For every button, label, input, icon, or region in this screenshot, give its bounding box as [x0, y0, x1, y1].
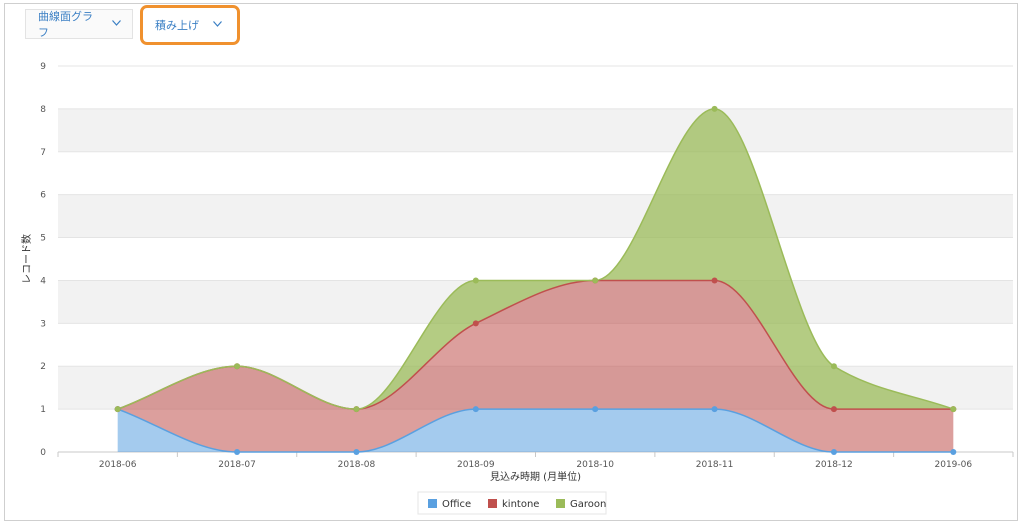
- legend-label-garoon: Garoon: [570, 499, 606, 510]
- point-kintone: [830, 406, 837, 413]
- y-tick-label: 5: [40, 234, 46, 244]
- x-tick-label: 2018-08: [338, 460, 376, 470]
- point-office: [234, 449, 241, 455]
- point-office: [472, 406, 479, 413]
- point-garoon: [950, 406, 957, 413]
- chevron-down-icon: [213, 21, 222, 29]
- point-garoon: [830, 363, 837, 370]
- point-garoon: [114, 406, 121, 413]
- x-tick-label: 2018-09: [457, 460, 495, 470]
- y-tick-label: 8: [40, 105, 46, 115]
- x-tick-label: 2018-11: [696, 460, 734, 470]
- point-garoon: [711, 105, 718, 112]
- point-office: [711, 406, 718, 413]
- point-office: [353, 449, 360, 455]
- legend-label-kintone: kintone: [502, 499, 539, 510]
- chevron-down-icon: [112, 20, 121, 28]
- legend-label-office: Office: [442, 499, 471, 510]
- legend-box: [417, 491, 607, 515]
- area-office: [117, 409, 954, 452]
- y-axis-title: レコード数: [20, 234, 33, 284]
- point-kintone: [472, 320, 479, 327]
- y-tick-label: 9: [40, 62, 46, 72]
- x-tick-label: 2018-07: [218, 460, 256, 470]
- point-kintone: [711, 277, 718, 284]
- x-tick-label: 2019-06: [935, 460, 973, 470]
- point-office: [830, 449, 837, 455]
- point-office: [592, 406, 599, 413]
- chart-type-dropdown[interactable]: 曲線面グラフ: [25, 9, 133, 39]
- area-garoon: [117, 108, 954, 410]
- stacking-label: 積み上げ: [155, 19, 199, 32]
- legend-swatch-kintone: [488, 499, 497, 508]
- point-garoon: [234, 363, 241, 370]
- stacking-dropdown[interactable]: 積み上げ: [140, 5, 240, 45]
- y-tick-label: 1: [40, 405, 46, 415]
- y-tick-label: 6: [40, 191, 46, 201]
- chart-type-label: 曲線面グラフ: [38, 10, 93, 39]
- point-garoon: [353, 406, 360, 413]
- y-tick-label: 7: [40, 148, 46, 158]
- y-tick-label: 2: [40, 362, 46, 372]
- grid-band: [58, 194, 1013, 238]
- point-garoon: [472, 277, 479, 284]
- legend-swatch-garoon: [556, 499, 565, 508]
- x-tick-label: 2018-12: [815, 460, 853, 470]
- area-kintone: [117, 280, 954, 452]
- y-tick-label: 0: [40, 448, 46, 458]
- grid-band: [58, 108, 1013, 152]
- x-axis-title: 見込み時期 (月単位): [490, 470, 581, 483]
- y-tick-label: 4: [40, 276, 46, 286]
- y-tick-label: 3: [40, 319, 46, 329]
- point-office: [950, 449, 957, 455]
- point-garoon: [592, 277, 599, 284]
- chart-toolbar: 曲線面グラフ 積み上げ: [5, 4, 1017, 54]
- line-garoon: [117, 108, 954, 410]
- legend-swatch-office: [428, 499, 437, 508]
- x-tick-label: 2018-06: [99, 460, 137, 470]
- x-tick-label: 2018-10: [576, 460, 614, 470]
- line-office: [117, 408, 954, 453]
